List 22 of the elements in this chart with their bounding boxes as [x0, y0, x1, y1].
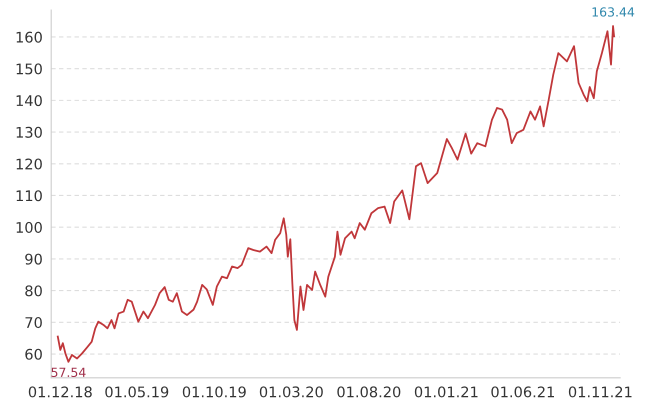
x-tick-label: 01.11.21 — [568, 386, 632, 398]
y-tick-label: 70 — [26, 317, 42, 328]
x-tick-label: 01.05.19 — [105, 386, 168, 398]
line-series — [56, 25, 615, 363]
y-tick-label: 90 — [25, 254, 42, 265]
y-tick-label: 130 — [16, 126, 42, 138]
y-tick-label: 80 — [25, 285, 42, 296]
x-tick-label: 01.06.21 — [491, 386, 554, 398]
x-tick-label: 01.10.19 — [182, 386, 246, 398]
x-tick-label: 01.08.20 — [337, 386, 400, 398]
y-tick-label: 120 — [16, 158, 42, 170]
x-tick-label: 01.01.21 — [414, 386, 478, 398]
y-tick-label: 100 — [16, 222, 42, 233]
annotation: 163.44 — [592, 7, 634, 17]
y-tick-label: 150 — [16, 63, 42, 74]
y-tick-label: 140 — [16, 95, 42, 106]
y-tick-label: 110 — [16, 190, 42, 202]
y-tick-label: 60 — [25, 348, 42, 360]
x-tick-label: 01.12.18 — [28, 386, 92, 398]
annotation: 57.54 — [51, 368, 86, 378]
x-tick-label: 01.03.20 — [260, 386, 323, 398]
y-tick-label: 160 — [16, 32, 42, 43]
